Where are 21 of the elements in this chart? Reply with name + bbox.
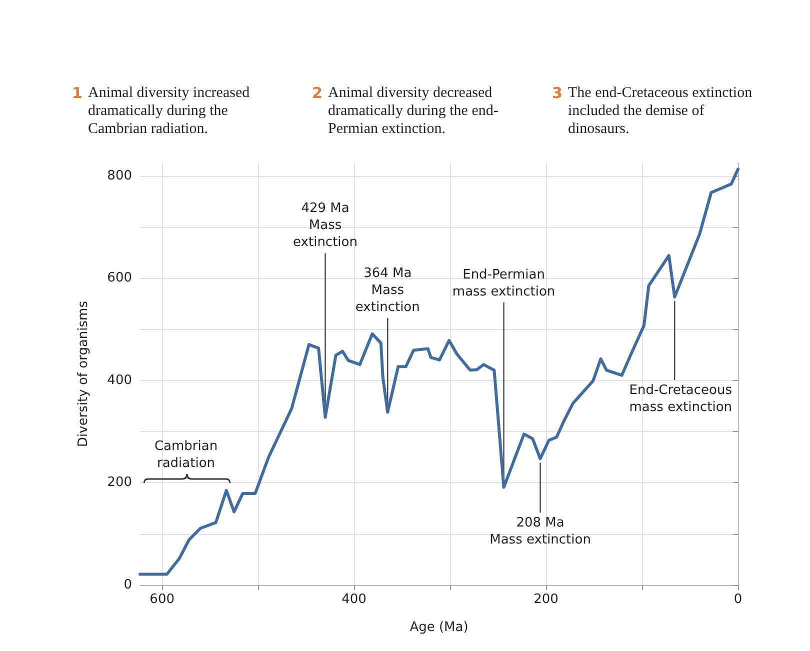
y-tick-label: 400 — [107, 372, 132, 388]
annotation: 364 Ma Mass extinction — [355, 266, 420, 316]
line-series — [138, 168, 740, 576]
x-tick-label: 0 — [734, 592, 742, 607]
x-tick-label: 200 — [534, 592, 558, 607]
text: 3 The end-Cretaceous extinction included the demise of dinosaurs. — [552, 84, 754, 138]
y-axis-title: Diversity of organisms — [76, 300, 91, 447]
annotation: End-Cretaceous mass extinction — [629, 383, 732, 416]
annotation: 208 Ma Mass extinction — [490, 516, 591, 548]
text: 1 Animal diversity increased dramatically during the Cambrian radiation. — [72, 84, 251, 138]
text: 2 Animal diversity decreased dramatically during the end-Permian extinction. — [312, 84, 500, 138]
annotation: End-Permian mass extinction — [452, 267, 556, 300]
y-tick-label: 200 — [107, 475, 132, 490]
x-tick-label: 400 — [342, 592, 366, 607]
y-tick-label: 800 — [107, 168, 132, 184]
y-tick-label: 600 — [107, 270, 132, 286]
annotation: 429 Ma Mass extinction — [293, 201, 358, 250]
x-tick-label: 600 — [150, 592, 174, 607]
annotation: Cambrian radiation — [154, 439, 218, 471]
y-tick-label: 0 — [124, 578, 132, 592]
x-axis-title: Age (Ma) — [410, 620, 468, 635]
